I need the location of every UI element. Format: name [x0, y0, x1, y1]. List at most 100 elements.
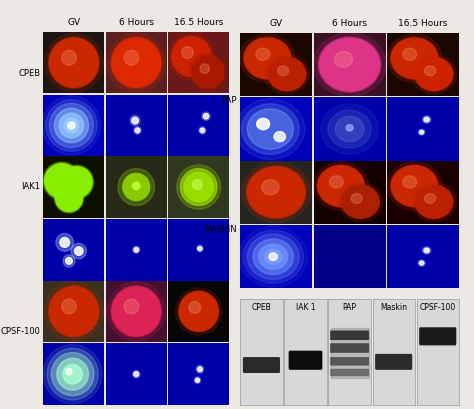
Circle shape	[414, 184, 454, 219]
Circle shape	[192, 180, 202, 189]
Circle shape	[189, 53, 227, 91]
Circle shape	[318, 166, 364, 206]
FancyBboxPatch shape	[330, 343, 369, 353]
Circle shape	[243, 230, 303, 283]
Circle shape	[247, 167, 305, 218]
Circle shape	[335, 117, 364, 142]
Text: GV: GV	[67, 18, 81, 27]
Circle shape	[134, 247, 138, 252]
Circle shape	[197, 245, 203, 252]
Circle shape	[200, 64, 210, 74]
Circle shape	[62, 299, 76, 314]
Circle shape	[247, 234, 299, 279]
Circle shape	[268, 58, 306, 90]
Circle shape	[317, 165, 365, 207]
Circle shape	[51, 353, 94, 396]
Circle shape	[419, 130, 424, 134]
Circle shape	[403, 176, 417, 188]
Circle shape	[49, 287, 98, 336]
Circle shape	[245, 38, 291, 79]
Circle shape	[62, 167, 92, 198]
Circle shape	[59, 113, 83, 138]
Circle shape	[318, 37, 382, 92]
Circle shape	[74, 247, 83, 255]
Circle shape	[192, 56, 224, 88]
FancyBboxPatch shape	[289, 351, 322, 370]
Circle shape	[256, 118, 270, 130]
Circle shape	[351, 193, 362, 203]
Circle shape	[264, 54, 310, 94]
Circle shape	[124, 50, 139, 65]
Circle shape	[264, 249, 282, 264]
Circle shape	[184, 172, 213, 202]
Circle shape	[424, 117, 429, 122]
Circle shape	[110, 37, 162, 88]
Circle shape	[171, 36, 212, 77]
Circle shape	[49, 38, 98, 87]
Circle shape	[342, 185, 379, 218]
Text: CPEB: CPEB	[18, 69, 40, 78]
Circle shape	[172, 37, 211, 76]
Circle shape	[274, 132, 285, 142]
Circle shape	[328, 110, 371, 148]
Circle shape	[338, 182, 383, 222]
FancyBboxPatch shape	[243, 357, 280, 373]
Circle shape	[278, 66, 289, 76]
Circle shape	[132, 117, 138, 124]
Circle shape	[49, 103, 93, 148]
Circle shape	[195, 378, 200, 382]
Text: IAK 1: IAK 1	[296, 303, 315, 312]
Circle shape	[392, 38, 438, 79]
Circle shape	[335, 51, 353, 67]
Circle shape	[63, 255, 75, 267]
Text: CPSF-100: CPSF-100	[0, 327, 40, 336]
Circle shape	[132, 370, 140, 378]
Circle shape	[259, 244, 288, 270]
Circle shape	[425, 193, 436, 203]
Circle shape	[425, 66, 436, 76]
Text: IAK1: IAK1	[21, 182, 40, 191]
Circle shape	[60, 165, 94, 199]
Circle shape	[411, 54, 456, 94]
Circle shape	[242, 162, 310, 222]
Circle shape	[68, 122, 75, 129]
Circle shape	[262, 180, 279, 195]
Circle shape	[253, 239, 293, 274]
FancyBboxPatch shape	[330, 369, 369, 376]
Circle shape	[415, 58, 453, 90]
Circle shape	[201, 112, 210, 121]
FancyBboxPatch shape	[330, 330, 369, 340]
Circle shape	[189, 301, 201, 313]
Circle shape	[269, 253, 278, 261]
Circle shape	[107, 33, 165, 92]
Circle shape	[247, 109, 293, 149]
Circle shape	[238, 226, 308, 287]
Circle shape	[319, 38, 380, 91]
Circle shape	[178, 291, 219, 332]
Circle shape	[175, 288, 222, 335]
Circle shape	[256, 48, 270, 60]
Circle shape	[194, 377, 201, 384]
Circle shape	[134, 372, 139, 377]
Text: 6 Hours: 6 Hours	[332, 19, 367, 28]
Circle shape	[329, 176, 343, 188]
Circle shape	[56, 234, 73, 251]
Circle shape	[191, 55, 225, 89]
Circle shape	[418, 129, 425, 135]
Circle shape	[236, 99, 305, 160]
Circle shape	[246, 166, 306, 219]
Circle shape	[198, 367, 202, 372]
Circle shape	[240, 34, 295, 83]
Circle shape	[390, 37, 438, 79]
Text: CPEB: CPEB	[252, 303, 271, 312]
Circle shape	[57, 358, 89, 390]
Text: CPSF-100: CPSF-100	[419, 303, 456, 312]
Circle shape	[43, 162, 81, 200]
Circle shape	[45, 164, 79, 198]
Circle shape	[55, 108, 89, 143]
Circle shape	[107, 282, 165, 341]
Circle shape	[200, 128, 205, 133]
Circle shape	[203, 113, 209, 119]
FancyBboxPatch shape	[375, 354, 412, 370]
Circle shape	[313, 162, 369, 210]
